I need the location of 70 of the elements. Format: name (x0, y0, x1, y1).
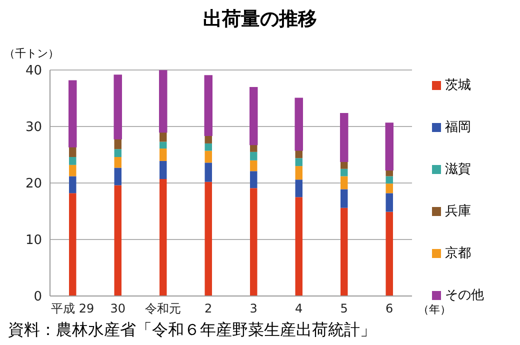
bar (114, 138, 122, 150)
x-tick-label: 3 (250, 302, 258, 316)
bar (204, 136, 212, 144)
bar (294, 98, 303, 151)
bar (386, 184, 393, 194)
x-tick-label: 30 (110, 302, 126, 316)
bar (114, 74, 122, 140)
bar (340, 208, 348, 296)
legend-label: 兵庫 (445, 203, 471, 220)
bar (340, 189, 348, 208)
bar (386, 176, 393, 184)
bar (114, 168, 122, 186)
bar (250, 171, 258, 188)
bar (340, 113, 348, 162)
bar (340, 176, 348, 190)
bar (204, 150, 212, 163)
bar (68, 80, 77, 148)
bar (250, 152, 258, 160)
y-tick-label: 30 (25, 120, 42, 136)
x-tick-label: 6 (386, 302, 394, 316)
bar (295, 150, 302, 158)
y-tick-label: 10 (25, 233, 42, 248)
x-tick-label: 令和元 (145, 302, 182, 316)
bar (69, 146, 76, 158)
bar (160, 179, 167, 296)
y-tick-label: 40 (25, 64, 42, 79)
bar (295, 180, 302, 198)
bar (385, 122, 394, 171)
bar (340, 168, 348, 176)
y-tick-label: 20 (25, 176, 42, 192)
bar (295, 197, 302, 296)
bar (160, 132, 167, 142)
x-axis-title: （年） (418, 302, 451, 317)
text: 資料：農林水産省「令和６年産野菜生産出荷統計」 (8, 320, 376, 341)
legend-label: 福岡 (445, 119, 471, 136)
bar (250, 188, 258, 296)
bar (114, 149, 122, 158)
bar (160, 160, 167, 180)
bar (69, 176, 76, 194)
bar (250, 144, 258, 152)
y-tick-label: 0 (34, 290, 42, 305)
legend-label: 茨城 (445, 77, 471, 94)
bar (204, 182, 212, 296)
legend-label: 滋賀 (445, 161, 471, 178)
bar (204, 75, 212, 136)
bar (295, 158, 302, 166)
bar (340, 162, 348, 169)
bar (250, 160, 258, 172)
bar (204, 143, 212, 151)
bar (114, 157, 122, 168)
y-axis-title: （千トン） (4, 46, 59, 61)
x-tick-label: 2 (204, 302, 212, 316)
bar (159, 70, 168, 133)
bar (69, 164, 76, 176)
bar (250, 87, 258, 146)
legend-label: その他 (445, 287, 484, 304)
legend-label: 京都 (445, 245, 471, 262)
x-tick-label: 平成 29 (51, 302, 94, 316)
bar (295, 166, 302, 180)
bar (114, 185, 122, 296)
bar (204, 162, 212, 182)
bar (160, 148, 167, 161)
chart-title: 出荷量の推移 (202, 7, 318, 32)
bar (69, 157, 76, 165)
bar (386, 193, 393, 212)
bar (69, 193, 76, 296)
bar (160, 142, 167, 149)
x-tick-label: 4 (295, 302, 303, 316)
x-tick-label: 5 (340, 302, 348, 316)
bar (386, 212, 393, 296)
